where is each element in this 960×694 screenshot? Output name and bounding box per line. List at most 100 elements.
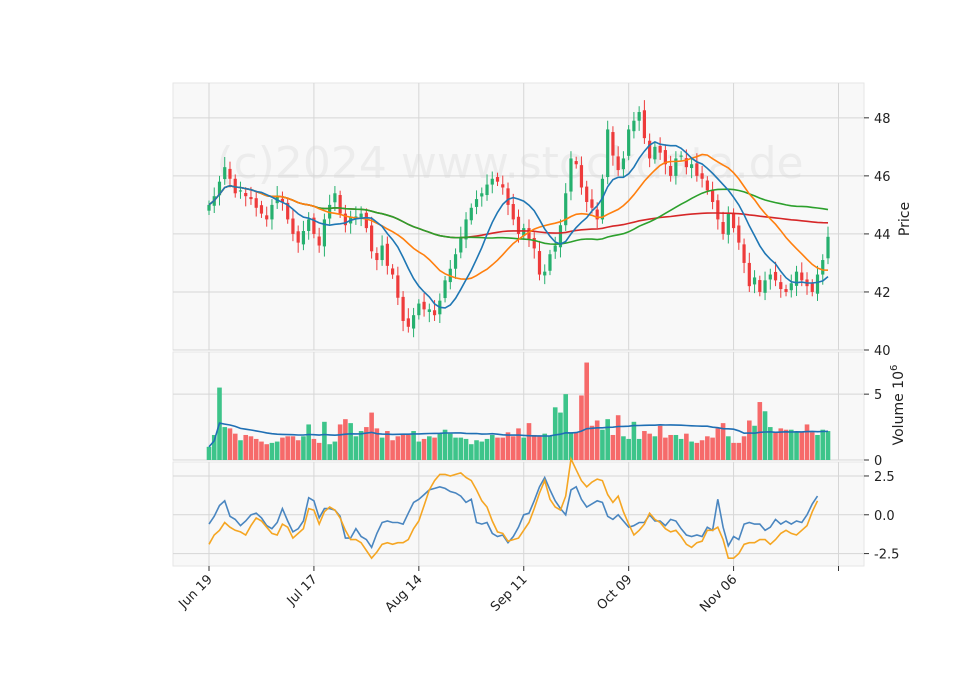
volume-bar (825, 431, 831, 460)
volume-bar (269, 442, 275, 460)
volume-bar (600, 429, 605, 460)
x-tick-label: Aug 14 (382, 572, 425, 615)
candle-body (590, 199, 594, 208)
volume-bar (579, 395, 584, 460)
volume-bar (636, 438, 642, 460)
volume-bar (547, 436, 553, 460)
x-tick-label: Sep 11 (488, 572, 531, 615)
volume-bar (710, 437, 715, 460)
volume-bar (668, 434, 673, 460)
volume-bar (726, 436, 731, 460)
volume-bar (673, 434, 679, 460)
candle-body (674, 158, 678, 176)
volume-bar (332, 441, 338, 460)
candle-body (595, 209, 599, 220)
candle-body (789, 283, 793, 291)
volume-bar (505, 432, 511, 460)
volume-bar (521, 437, 527, 460)
volume-bar (259, 441, 264, 460)
volume-bar (343, 419, 348, 460)
candle-body (737, 225, 741, 243)
oscillator-orange-line (208, 456, 819, 560)
candle-body (233, 178, 237, 194)
volume-bar (747, 420, 752, 460)
candle-body (522, 228, 526, 236)
candle-body (375, 253, 379, 261)
candle-body (553, 245, 557, 252)
volume-average-line (208, 422, 829, 448)
volume-bar (385, 431, 390, 460)
volume-bar (762, 411, 768, 460)
candle-body (427, 309, 431, 312)
volume-bar (663, 437, 668, 460)
candle-body (259, 205, 264, 214)
candle-body (328, 204, 332, 219)
volume-bar (489, 434, 495, 460)
candle-body (653, 146, 657, 160)
candle-body (280, 198, 285, 202)
volume-bar (642, 431, 647, 460)
candle-body (821, 260, 825, 275)
candle-body (501, 184, 505, 188)
volume-bar (694, 442, 700, 460)
candle-body (417, 303, 421, 316)
volume-bar (474, 440, 479, 460)
volume-bar (542, 433, 548, 460)
x-tick-label: Nov 06 (697, 572, 740, 615)
candle-body (532, 237, 536, 249)
volume-bar (605, 419, 610, 460)
candle-body (286, 202, 290, 220)
volume-bar (448, 433, 453, 460)
candle-body (616, 156, 620, 171)
candle-body (794, 271, 799, 286)
candle-body (516, 216, 521, 234)
candle-body (784, 289, 788, 292)
volume-bar (416, 441, 422, 460)
candle-body (716, 200, 720, 220)
volume-bar (699, 440, 705, 460)
candle-body (585, 186, 589, 202)
volume-bar (484, 438, 490, 460)
volume-bar (311, 438, 317, 460)
volume-bar (720, 423, 726, 460)
volume-tick-label: 5 (874, 388, 882, 403)
volume-bar (248, 436, 254, 460)
volume-bar (573, 432, 579, 460)
candle-body (312, 217, 316, 234)
volume-bar (804, 424, 810, 460)
candle-body (611, 132, 615, 156)
volume-bar (809, 432, 815, 460)
candle-body (207, 204, 211, 211)
candle-body (333, 193, 337, 203)
volume-bar (757, 402, 763, 460)
volume-bar (610, 434, 616, 460)
volume-bar (453, 437, 458, 460)
oscillator-blue-line (208, 475, 819, 550)
volume-axis-multiplier: 10 (891, 371, 907, 389)
volume-bar (589, 425, 595, 460)
candle-body (768, 274, 772, 280)
volume-bar (316, 442, 322, 460)
candle-body (244, 192, 248, 197)
volume-bar (815, 434, 820, 460)
candle-body (742, 244, 746, 263)
volume-bar (348, 423, 353, 460)
candle-body (511, 204, 515, 220)
candle-body (721, 222, 725, 234)
volume-bar (264, 444, 270, 460)
candle-body (564, 193, 568, 226)
candle-body (815, 274, 820, 294)
volume-bar (500, 437, 506, 460)
volume-bar (678, 438, 684, 460)
volume-bar (274, 441, 280, 460)
volume-bar (468, 444, 474, 460)
volume-bar (232, 433, 238, 460)
volume-bar (301, 436, 306, 460)
volume-bar (820, 429, 826, 460)
candle-body (679, 155, 683, 157)
candle-body (322, 219, 327, 247)
candle-body (396, 275, 400, 298)
candle-body (228, 168, 232, 179)
volume-bar (563, 394, 569, 460)
